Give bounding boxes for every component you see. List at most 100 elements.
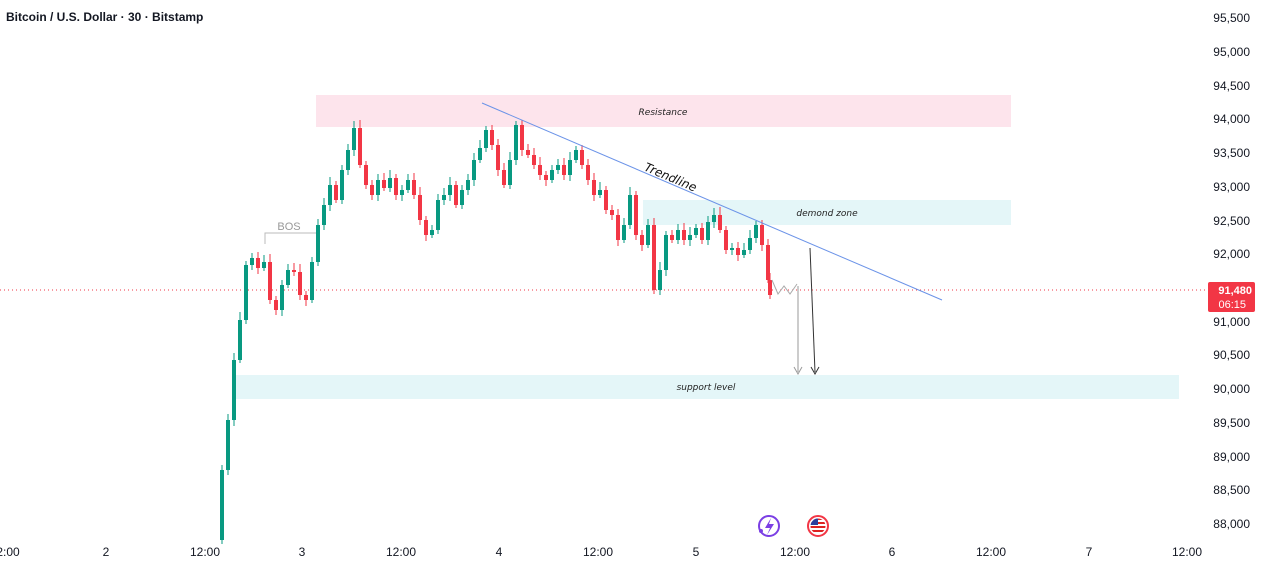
candle-body bbox=[634, 195, 638, 235]
candle-body bbox=[442, 195, 446, 200]
candle-body bbox=[628, 195, 632, 225]
candle-body bbox=[736, 248, 740, 255]
candle-body bbox=[322, 205, 326, 225]
candle-body bbox=[364, 165, 368, 185]
candle-body bbox=[370, 185, 374, 195]
chart-title: Bitcoin / U.S. Dollar · 30 · Bitstamp bbox=[6, 10, 203, 24]
x-tick-label: 12:00 bbox=[780, 545, 810, 559]
candle-body bbox=[598, 190, 602, 195]
candle-body bbox=[220, 470, 224, 540]
candle-body bbox=[532, 155, 536, 165]
candle-body bbox=[304, 295, 308, 300]
trendline[interactable] bbox=[481, 102, 943, 301]
candle-body bbox=[640, 235, 644, 245]
candle-body bbox=[376, 180, 380, 195]
candle-body bbox=[430, 230, 434, 235]
candle-body bbox=[658, 270, 662, 290]
candle-body bbox=[604, 190, 608, 210]
x-tick-label: 7 bbox=[1086, 545, 1093, 559]
candle-body bbox=[580, 150, 584, 165]
candle-body bbox=[754, 225, 758, 238]
candle-body bbox=[406, 180, 410, 190]
candle-body bbox=[592, 180, 596, 195]
x-tick-label: 12:00 bbox=[976, 545, 1006, 559]
candle-body bbox=[538, 165, 542, 175]
projection-arrow-2 bbox=[809, 247, 816, 373]
x-tick-label: 2:00 bbox=[0, 545, 20, 559]
candle-body bbox=[742, 250, 746, 255]
bos-line bbox=[264, 232, 318, 244]
candle-body bbox=[496, 145, 500, 170]
support-zone bbox=[233, 375, 1179, 399]
candle-body bbox=[556, 165, 560, 170]
candle-body bbox=[448, 185, 452, 195]
y-tick-label: 90,500 bbox=[1213, 348, 1250, 362]
candle-body bbox=[394, 178, 398, 195]
candle-body bbox=[544, 175, 548, 180]
y-tick-label: 93,000 bbox=[1213, 180, 1250, 194]
candle-body bbox=[316, 225, 320, 262]
candle-body bbox=[310, 262, 314, 300]
trendline-label: Trendline bbox=[642, 160, 699, 195]
y-tick-label: 89,000 bbox=[1213, 450, 1250, 464]
candle-body bbox=[328, 185, 332, 205]
candle-body bbox=[226, 420, 230, 470]
candle-body bbox=[358, 128, 362, 165]
us-flag-icon[interactable] bbox=[807, 515, 829, 537]
projection-arrow-2-head bbox=[810, 366, 820, 376]
y-tick-label: 94,500 bbox=[1213, 79, 1250, 93]
bos-label: BOS bbox=[277, 221, 300, 233]
price-axis[interactable]: 95,500 95,000 94,500 94,000 93,500 93,00… bbox=[1213, 11, 1250, 531]
x-tick-label: 4 bbox=[496, 545, 503, 559]
candle-body bbox=[712, 215, 716, 222]
candle-body bbox=[346, 150, 350, 170]
candle-body bbox=[232, 360, 236, 420]
candle-body bbox=[688, 235, 692, 240]
candle-body bbox=[460, 190, 464, 205]
candle-body bbox=[520, 125, 524, 150]
candle-body bbox=[454, 185, 458, 205]
y-tick-label: 90,000 bbox=[1213, 382, 1250, 396]
x-tick-label: 5 bbox=[693, 545, 700, 559]
candle-body bbox=[748, 238, 752, 250]
candle-body bbox=[508, 160, 512, 185]
resistance-zone bbox=[316, 95, 1011, 127]
candle-body bbox=[424, 220, 428, 235]
candle-body bbox=[682, 230, 686, 240]
demand-zone bbox=[643, 200, 1011, 225]
candle-body bbox=[274, 300, 278, 310]
candle-body bbox=[766, 245, 770, 280]
candle-body bbox=[418, 195, 422, 220]
candle-body bbox=[706, 222, 710, 240]
y-tick-label: 88,000 bbox=[1213, 517, 1250, 531]
time-axis[interactable]: 2:00 2 12:00 3 12:00 4 12:00 5 12:00 6 1… bbox=[0, 545, 1202, 559]
candle-body bbox=[400, 190, 404, 195]
y-tick-label: 92,500 bbox=[1213, 214, 1250, 228]
candle-body bbox=[622, 225, 626, 240]
candle-body bbox=[244, 265, 248, 320]
candles-layer bbox=[220, 120, 772, 544]
candle-body bbox=[382, 180, 386, 188]
lightning-icon[interactable] bbox=[758, 515, 780, 537]
candle-body bbox=[700, 228, 704, 240]
candle-body bbox=[610, 210, 614, 215]
candle-body bbox=[718, 215, 722, 230]
y-tick-label: 95,500 bbox=[1213, 11, 1250, 25]
candle-body bbox=[352, 128, 356, 150]
candle-body bbox=[646, 225, 650, 245]
y-tick-label: 92,000 bbox=[1213, 247, 1250, 261]
candle-body bbox=[292, 270, 296, 272]
candle-body bbox=[574, 150, 578, 160]
candle-body bbox=[340, 170, 344, 200]
candle-body bbox=[526, 150, 530, 155]
candle-body bbox=[562, 165, 566, 175]
candle-body bbox=[652, 225, 656, 290]
candle-body bbox=[760, 225, 764, 245]
candle-body bbox=[670, 235, 674, 240]
candle-body bbox=[484, 130, 488, 148]
candle-body bbox=[490, 130, 494, 145]
y-tick-label: 91,000 bbox=[1213, 315, 1250, 329]
candle-body bbox=[694, 228, 698, 235]
demand-zone-label: demond zone bbox=[796, 209, 858, 219]
